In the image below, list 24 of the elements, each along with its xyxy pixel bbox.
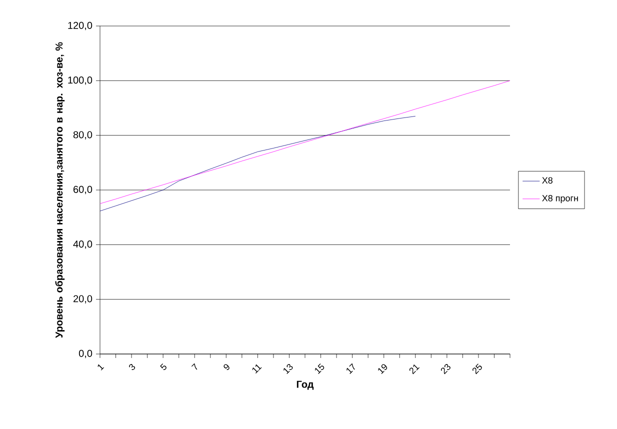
x-tick-label: 5: [160, 364, 166, 370]
y-tick-label: 40,0: [73, 240, 92, 249]
y-tick-label: 20,0: [74, 295, 92, 304]
x-tick-label: 19: [378, 364, 388, 374]
x-tick-label: 7: [191, 363, 198, 370]
x-tick-label: 3: [129, 364, 136, 370]
x-axis-title: Год: [296, 380, 314, 390]
x-tick-label: 1: [98, 364, 104, 370]
x-tick-label: 15: [315, 364, 324, 374]
x-tick-label: 11: [252, 364, 262, 374]
x-tick-label: 23: [440, 364, 450, 374]
legend-label: X8: [542, 177, 552, 184]
x-tick-label: 9: [224, 364, 230, 370]
y-tick-label: 100,0: [68, 76, 92, 85]
legend-label: X8 прогн: [542, 194, 578, 204]
x-tick-label: 13: [284, 364, 293, 374]
y-tick-label: 0,0: [78, 350, 92, 358]
y-tick-label: 80,0: [73, 131, 92, 140]
x-tick-label: 25: [472, 364, 482, 374]
y-tick-label: 60,0: [74, 186, 92, 194]
x-tick-label: 21: [409, 364, 420, 374]
x-tick-label: 17: [346, 363, 355, 374]
y-tick-label: 120,0: [68, 22, 92, 30]
y-axis-title: Уровень образования населения,занятого в нар. хоз-ве, %: [55, 42, 65, 338]
